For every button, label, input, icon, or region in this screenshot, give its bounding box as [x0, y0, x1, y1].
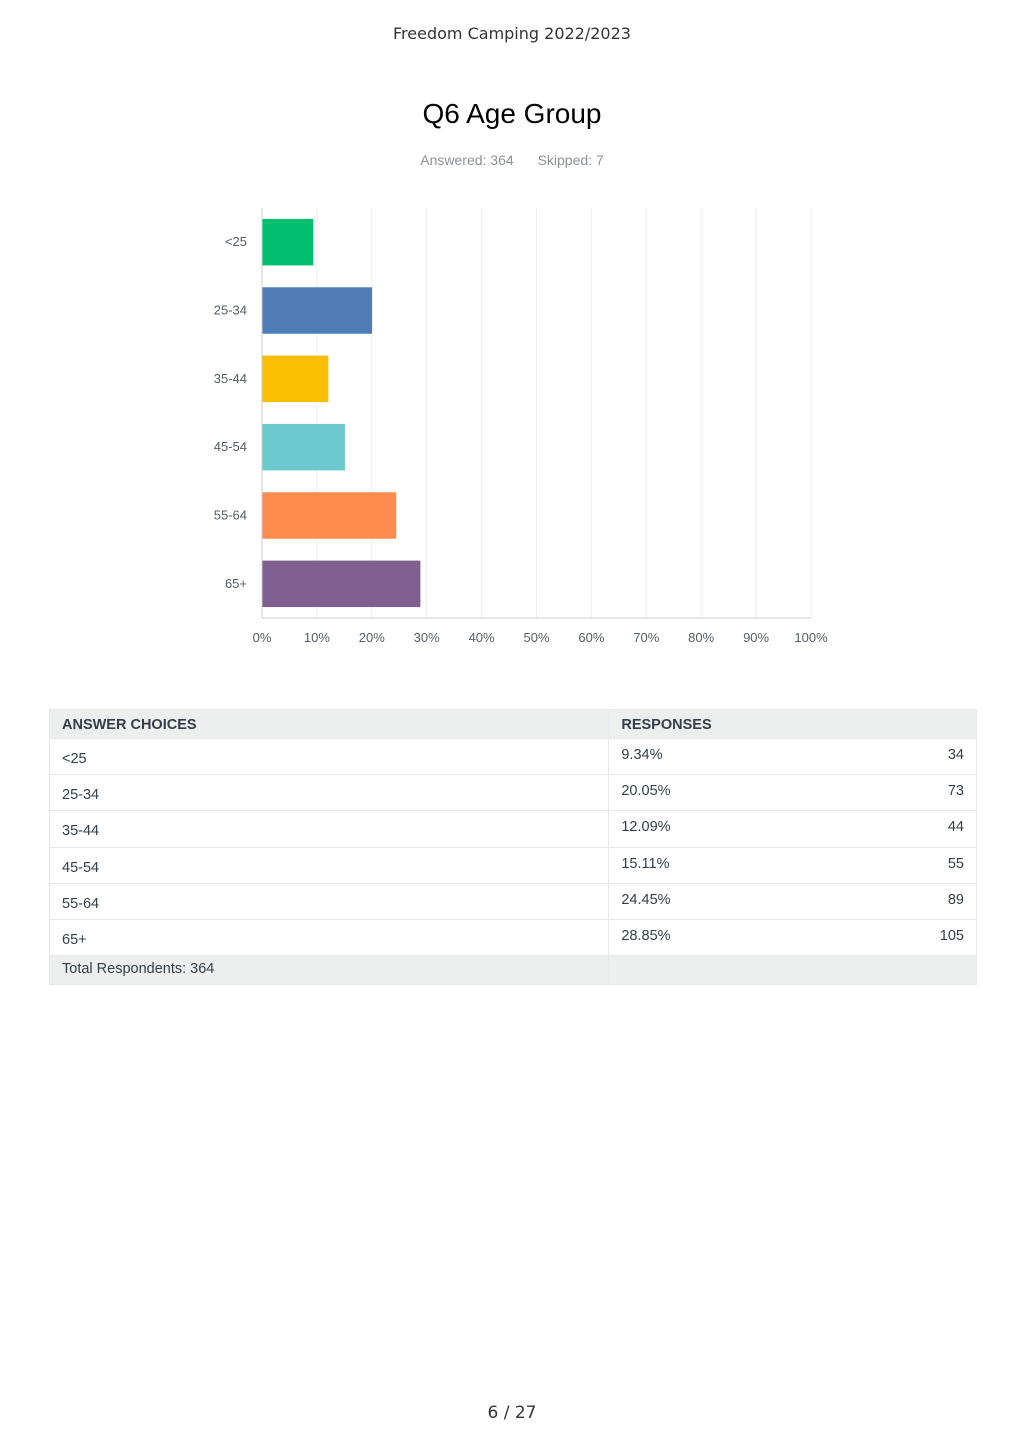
table-row: 55-64 24.45% 89 — [48, 882, 977, 920]
answer-choices-header: ANSWER CHOICES — [48, 709, 610, 739]
x-tick-label: 50% — [523, 630, 549, 645]
response-percent: 20.05% — [621, 783, 671, 800]
table-row: 35-44 12.09% 44 — [48, 810, 977, 848]
x-tick-label: 100% — [794, 630, 828, 645]
responses-header: RESPONSES — [608, 709, 977, 739]
answer-choice: <25 — [48, 737, 610, 776]
table-header-row: ANSWER CHOICES RESPONSES — [48, 709, 977, 739]
response-count: 73 — [947, 783, 964, 800]
chart-bars — [262, 218, 421, 608]
x-tick-label: 30% — [414, 630, 440, 645]
table-row: 45-54 15.11% 55 — [48, 846, 977, 884]
answer-choice: 35-44 — [48, 810, 610, 848]
response-count: 55 — [947, 855, 964, 872]
skipped-count: Skipped: 7 — [537, 152, 604, 168]
answer-choice: 65+ — [48, 918, 610, 957]
bar — [262, 355, 329, 403]
document-title: Freedom Camping 2022/2023 — [393, 24, 631, 43]
x-tick-label: 60% — [578, 630, 604, 645]
response-cell: 15.11% 55 — [608, 846, 977, 884]
bar — [262, 218, 314, 266]
chart-gridlines — [316, 208, 812, 618]
response-count: 44 — [947, 819, 964, 836]
chart-category-labels: <25 25-34 35-44 45-54 55-64 65+ — [214, 234, 247, 591]
table-row: <25 9.34% 34 — [48, 737, 977, 776]
answer-choice: 55-64 — [48, 882, 610, 920]
response-percent: 28.85% — [621, 927, 671, 944]
x-tick-label: 90% — [743, 630, 769, 645]
category-label: <25 — [225, 234, 247, 249]
total-row: Total Respondents: 364 — [48, 955, 977, 986]
x-tick-label: 0% — [253, 630, 272, 645]
page-number: 6 / 27 — [487, 1403, 537, 1423]
responses-table: ANSWER CHOICES RESPONSES <25 9.34% 34 25… — [48, 709, 977, 986]
response-cell: 12.09% 44 — [608, 810, 977, 848]
x-tick-label: 20% — [359, 630, 385, 645]
x-tick-label: 70% — [633, 630, 659, 645]
category-label: 65+ — [225, 576, 247, 591]
response-count: 34 — [947, 747, 964, 763]
answer-choice: 45-54 — [48, 846, 610, 884]
response-count: 105 — [939, 927, 964, 944]
question-title: Q6 Age Group — [422, 98, 602, 129]
table-row: 65+ 28.85% 105 — [48, 918, 977, 957]
bar — [262, 287, 373, 334]
x-tick-label: 10% — [304, 630, 330, 645]
response-count: 89 — [947, 891, 964, 908]
category-label: 25-34 — [214, 303, 247, 318]
age-group-bar-chart: <25 25-34 35-44 45-54 55-64 65+ 0% 10% 20% 30% 40… — [214, 208, 828, 645]
response-percent: 12.09% — [621, 819, 671, 836]
x-tick-label: 40% — [469, 630, 495, 645]
category-label: 35-44 — [214, 371, 247, 386]
chart-x-tick-labels: 0% 10% 20% 30% 40% 50% 60% 70% 80% 90% 100% — [253, 630, 828, 645]
question-stats: Answered: 364 Skipped: 7 — [0, 152, 1024, 168]
response-cell: 28.85% 105 — [608, 918, 977, 957]
response-cell: 24.45% 89 — [608, 882, 977, 920]
category-label: 45-54 — [214, 439, 247, 454]
x-tick-label: 80% — [688, 630, 714, 645]
bar — [262, 560, 421, 608]
table-row: 25-34 20.05% 73 — [48, 774, 977, 812]
answered-count: Answered: 364 — [420, 152, 514, 168]
total-empty-cell — [608, 955, 977, 986]
response-percent: 15.11% — [621, 855, 670, 872]
bar — [262, 492, 397, 539]
response-cell: 20.05% 73 — [608, 774, 977, 812]
bar — [262, 423, 345, 471]
category-label: 55-64 — [214, 508, 247, 523]
response-percent: 24.45% — [621, 891, 671, 908]
response-percent: 9.34% — [621, 747, 663, 763]
response-cell: 9.34% 34 — [608, 737, 977, 776]
total-respondents: Total Respondents: 364 — [48, 955, 610, 986]
answer-choice: 25-34 — [48, 774, 610, 812]
